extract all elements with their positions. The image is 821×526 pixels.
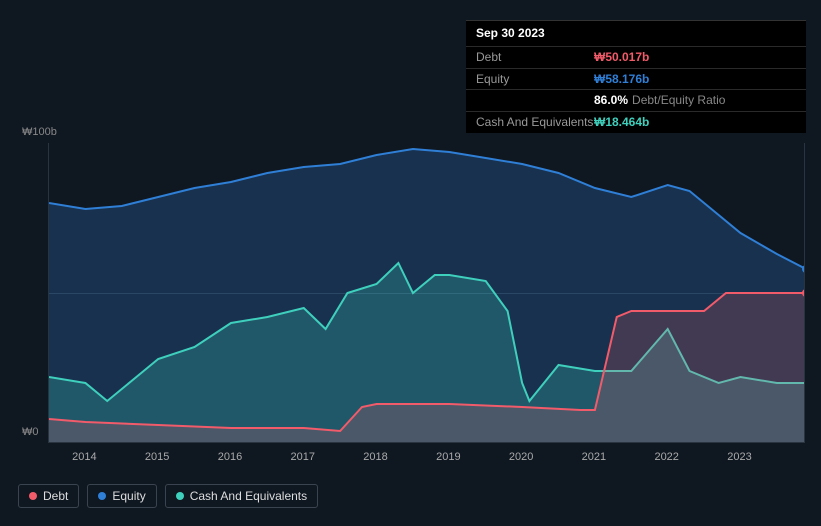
x-axis-tick: 2016: [218, 451, 242, 463]
tooltip-date: Sep 30 2023: [466, 21, 806, 46]
tooltip-row-label: Debt: [476, 49, 594, 66]
legend-item[interactable]: Cash And Equivalents: [165, 484, 318, 508]
x-axis-tick: 2017: [291, 451, 315, 463]
legend-label: Cash And Equivalents: [190, 489, 307, 503]
x-axis-tick: 2014: [72, 451, 96, 463]
tooltip-row-value: 86.0%Debt/Equity Ratio: [594, 92, 725, 109]
legend-swatch: [176, 492, 184, 500]
legend-swatch: [29, 492, 37, 500]
chart-tooltip: Sep 30 2023 Debt₩50.017bEquity₩58.176b86…: [466, 20, 806, 133]
tooltip-row-value: ₩50.017b: [594, 49, 649, 66]
chart-svg: [49, 143, 805, 443]
y-axis-top-label: ₩100b: [22, 126, 57, 138]
tooltip-row-value: ₩58.176b: [594, 71, 649, 88]
legend-item[interactable]: Debt: [18, 484, 79, 508]
tooltip-row: Debt₩50.017b: [466, 46, 806, 68]
x-axis-tick: 2020: [509, 451, 533, 463]
series-end-dot: [802, 289, 805, 297]
legend-item[interactable]: Equity: [87, 484, 156, 508]
tooltip-row: 86.0%Debt/Equity Ratio: [466, 89, 806, 111]
series-end-dot: [802, 265, 805, 273]
y-axis-bottom-label: ₩0: [22, 426, 39, 438]
x-axis-tick: 2022: [654, 451, 678, 463]
tooltip-row-label: Equity: [476, 71, 594, 88]
tooltip-row-label: [476, 92, 594, 109]
legend-swatch: [98, 492, 106, 500]
x-axis-tick: 2021: [582, 451, 606, 463]
x-axis-tick: 2018: [363, 451, 387, 463]
legend-label: Debt: [43, 489, 68, 503]
tooltip-row-value: ₩18.464b: [594, 114, 649, 131]
chart-plot-area[interactable]: [48, 143, 805, 443]
x-axis-tick: 2019: [436, 451, 460, 463]
legend-label: Equity: [112, 489, 145, 503]
tooltip-row-label: Cash And Equivalents: [476, 114, 594, 131]
tooltip-row: Cash And Equivalents₩18.464b: [466, 111, 806, 133]
tooltip-row: Equity₩58.176b: [466, 68, 806, 90]
x-axis: 2014 2015 2016 2017 2018 2019 2020 2021 2022 2023: [48, 451, 805, 467]
tooltip-row-extra: Debt/Equity Ratio: [632, 93, 725, 107]
x-axis-tick: 2023: [727, 451, 751, 463]
x-axis-tick: 2015: [145, 451, 169, 463]
legend: Debt Equity Cash And Equivalents: [18, 484, 318, 508]
